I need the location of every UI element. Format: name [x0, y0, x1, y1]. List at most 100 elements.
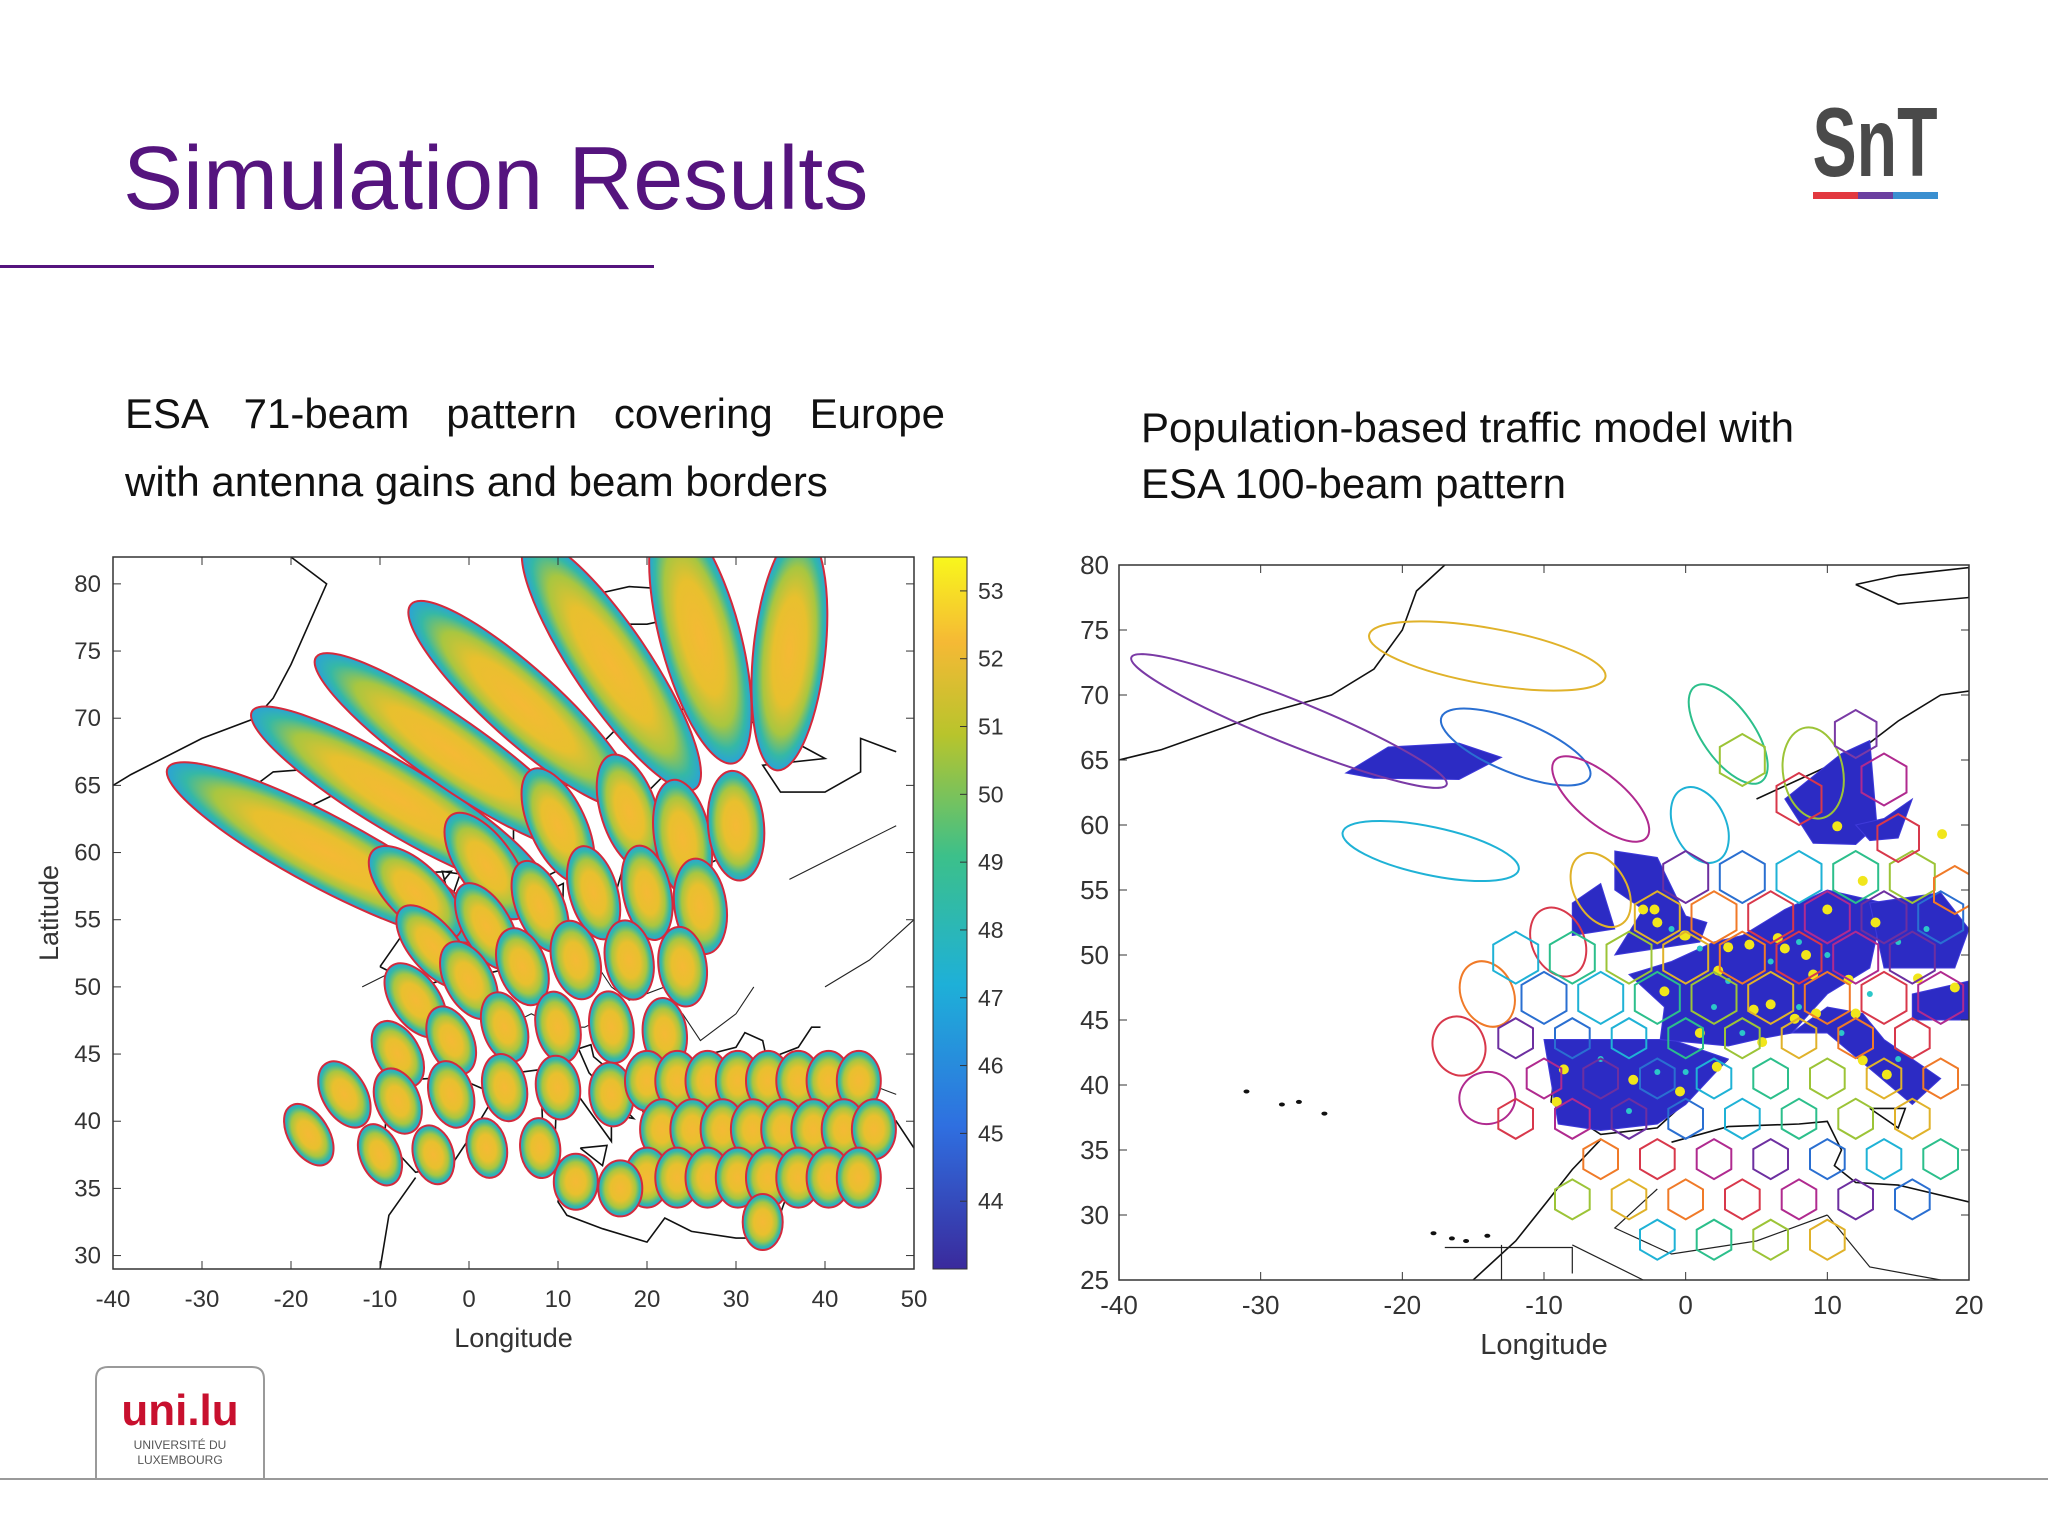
y-tick-label: 40 — [74, 1108, 101, 1135]
x-axis-label: Longitude — [454, 1323, 573, 1353]
y-tick-label: 25 — [1080, 1265, 1109, 1295]
beam-cell — [750, 557, 829, 772]
right-map-layer — [1119, 565, 1969, 1280]
y-tick-label: 35 — [1080, 1135, 1109, 1165]
beam-cell — [1639, 1218, 1676, 1261]
colorbar-tick-label: 44 — [978, 1188, 1004, 1214]
beam-cell — [1582, 1137, 1619, 1181]
x-tick-label: -20 — [274, 1286, 309, 1313]
beam-cell — [427, 1060, 476, 1129]
beam-cell — [372, 1067, 423, 1135]
beam-cell — [1775, 771, 1823, 827]
footer-divider — [0, 1478, 2048, 1480]
beam-cell — [1690, 890, 1738, 945]
population-hotspot — [1857, 875, 1868, 886]
caption-left: ESA 71-beam pattern covering Europe with… — [125, 380, 945, 516]
population-hotspot — [1675, 1086, 1685, 1097]
beam-cell — [1888, 849, 1936, 905]
colorbar-tick-label: 53 — [978, 578, 1004, 604]
population-hotspot — [1850, 1008, 1861, 1019]
x-tick-label: 40 — [812, 1286, 839, 1313]
caption-right-line: Population-based traffic model with — [1141, 404, 1794, 451]
population-hotspot — [1857, 1055, 1868, 1066]
x-tick-label: 10 — [1813, 1290, 1842, 1320]
beam-cell — [1888, 930, 1936, 985]
beam-cell — [283, 1102, 335, 1167]
snt-logo: SnT — [1813, 88, 1938, 199]
y-tick-label: 70 — [74, 705, 101, 732]
beam-cell — [1695, 1057, 1733, 1100]
beam-cell — [1497, 1017, 1534, 1060]
x-tick-label: -40 — [96, 1286, 131, 1313]
beam-cell — [1860, 752, 1908, 807]
y-tick-label: 30 — [1080, 1200, 1109, 1230]
beam-cell — [356, 1123, 404, 1187]
beam-cell — [1837, 1017, 1874, 1060]
beam-cell — [1695, 1137, 1733, 1181]
population-hotspot — [1638, 904, 1649, 915]
title-divider — [0, 265, 654, 268]
beam-cell — [1865, 1057, 1903, 1100]
unilu-sub-1: UNIVERSITÉ DU — [134, 1437, 227, 1452]
population-hotspot — [1711, 1061, 1722, 1072]
caption-left-line: with antenna gains and beam borders — [125, 458, 828, 505]
beam-cell — [1605, 930, 1653, 985]
colorbar-tick-label: 48 — [978, 917, 1004, 943]
population-area — [1613, 850, 1708, 956]
beam-cell — [1780, 1017, 1818, 1060]
caption-right-line: ESA 100-beam pattern — [1141, 460, 1566, 507]
beam-cell — [835, 1146, 882, 1209]
x-axis-label: Longitude — [1480, 1329, 1607, 1360]
population-hotspot — [1668, 926, 1675, 932]
y-tick-label: 80 — [74, 571, 101, 598]
beam-cell — [1724, 1178, 1761, 1221]
beam-cell — [495, 927, 550, 1007]
colorbar-tick-label: 51 — [978, 714, 1004, 740]
beam-cell — [1458, 1070, 1517, 1126]
population-hotspot — [1822, 904, 1833, 915]
beam-cell — [1610, 1097, 1648, 1140]
population-hotspot — [1767, 958, 1774, 965]
y-tick-label: 55 — [1080, 875, 1109, 905]
beam-cell — [1809, 1218, 1846, 1261]
population-hotspot — [1796, 1004, 1802, 1010]
beam-cell — [1747, 970, 1795, 1026]
x-tick-label: 0 — [462, 1286, 475, 1313]
left-beams-layer — [165, 557, 897, 1251]
x-tick-label: 30 — [723, 1286, 750, 1313]
beam-cell — [1724, 1097, 1761, 1140]
beam-cell — [1569, 852, 1632, 928]
x-tick-label: 0 — [1678, 1290, 1692, 1320]
population-hotspot — [1870, 917, 1881, 928]
population-hotspot — [1801, 950, 1812, 960]
beam-cell — [1718, 732, 1766, 788]
beam-cell — [1577, 970, 1625, 1026]
population-hotspot — [1866, 991, 1873, 997]
beam-cell — [1582, 1057, 1619, 1100]
traffic-model-map-chart: -40 -30 -20 -10 0 10 20 25 30 35 40 45 50 55 60 65 70 75 8… — [1080, 550, 1984, 1360]
beam-cell — [1837, 1097, 1874, 1140]
beam-cell — [1860, 970, 1908, 1026]
colorbar — [932, 556, 968, 1270]
beam-cell — [534, 1054, 582, 1121]
y-tick-label: 50 — [1080, 940, 1109, 970]
beam-cell — [1803, 970, 1851, 1026]
population-area — [1571, 882, 1616, 937]
beam-cell — [1548, 930, 1596, 985]
unilu-sub-2: LUXEMBOURG — [137, 1453, 222, 1467]
x-tick-label: -40 — [1100, 1290, 1138, 1320]
x-tick-label: 20 — [1955, 1290, 1984, 1320]
beam-cell — [1876, 812, 1920, 864]
beam-cell — [1639, 1137, 1676, 1181]
beam-cell — [1551, 755, 1651, 843]
beam-cell — [1341, 819, 1520, 883]
population-hotspot — [1757, 1037, 1768, 1048]
population-hotspot — [1652, 917, 1663, 928]
beam-cell — [1368, 620, 1607, 692]
population-hotspot — [1881, 1069, 1892, 1080]
beam-cell — [1529, 906, 1588, 978]
beam-cell — [603, 919, 655, 1001]
y-tick-label: 65 — [1080, 745, 1109, 775]
y-tick-label: 55 — [74, 907, 101, 934]
beam-cell — [1497, 1097, 1534, 1140]
